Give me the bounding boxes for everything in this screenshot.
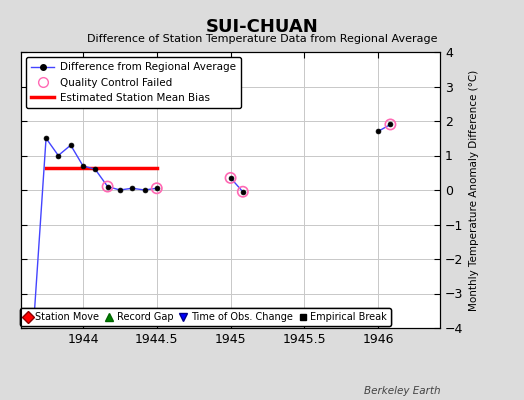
Point xyxy=(103,183,112,190)
Text: Berkeley Earth: Berkeley Earth xyxy=(364,386,440,396)
Point xyxy=(238,188,247,195)
Text: Difference of Station Temperature Data from Regional Average: Difference of Station Temperature Data f… xyxy=(87,34,437,44)
Point xyxy=(386,121,395,128)
Point xyxy=(226,175,235,181)
Legend: Station Move, Record Gap, Time of Obs. Change, Empirical Break: Station Move, Record Gap, Time of Obs. C… xyxy=(20,308,391,326)
Text: SUI-CHUAN: SUI-CHUAN xyxy=(205,18,319,36)
Point xyxy=(152,185,161,192)
Y-axis label: Monthly Temperature Anomaly Difference (°C): Monthly Temperature Anomaly Difference (… xyxy=(469,69,479,311)
